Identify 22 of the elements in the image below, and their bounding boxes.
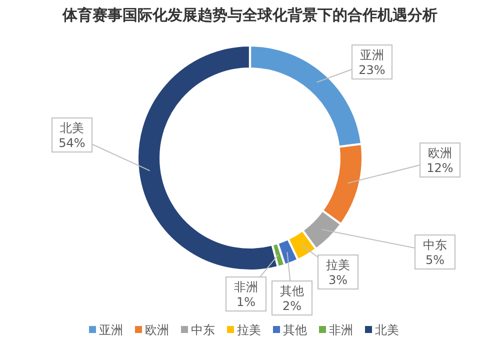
- data-label: 23%: [358, 63, 386, 77]
- data-label: 5%: [425, 253, 445, 267]
- legend-label: 中东: [191, 323, 215, 337]
- slice-label: 其他: [280, 284, 304, 298]
- data-label: 12%: [426, 161, 454, 175]
- slice-label: 欧洲: [428, 146, 452, 160]
- slice-label: 拉美: [326, 258, 350, 272]
- data-label: 54%: [58, 136, 86, 150]
- data-label: 1%: [236, 295, 256, 309]
- legend-label: 拉美: [237, 323, 261, 337]
- slice-label: 中东: [423, 238, 447, 252]
- data-label: 3%: [328, 273, 348, 287]
- legend-label: 非洲: [329, 323, 353, 337]
- slice-label: 亚洲: [360, 48, 384, 62]
- slice-label: 北美: [60, 121, 84, 135]
- chart-title: 体育赛事国际化发展趋势与全球化背景下的合作机遇分析: [62, 6, 438, 24]
- legend-label: 其他: [283, 323, 307, 337]
- legend-label: 欧洲: [145, 323, 169, 337]
- legend-label: 北美: [375, 323, 399, 337]
- slice-label: 非洲: [234, 280, 258, 294]
- legend-label: 亚洲: [99, 323, 123, 337]
- data-label: 2%: [282, 299, 302, 313]
